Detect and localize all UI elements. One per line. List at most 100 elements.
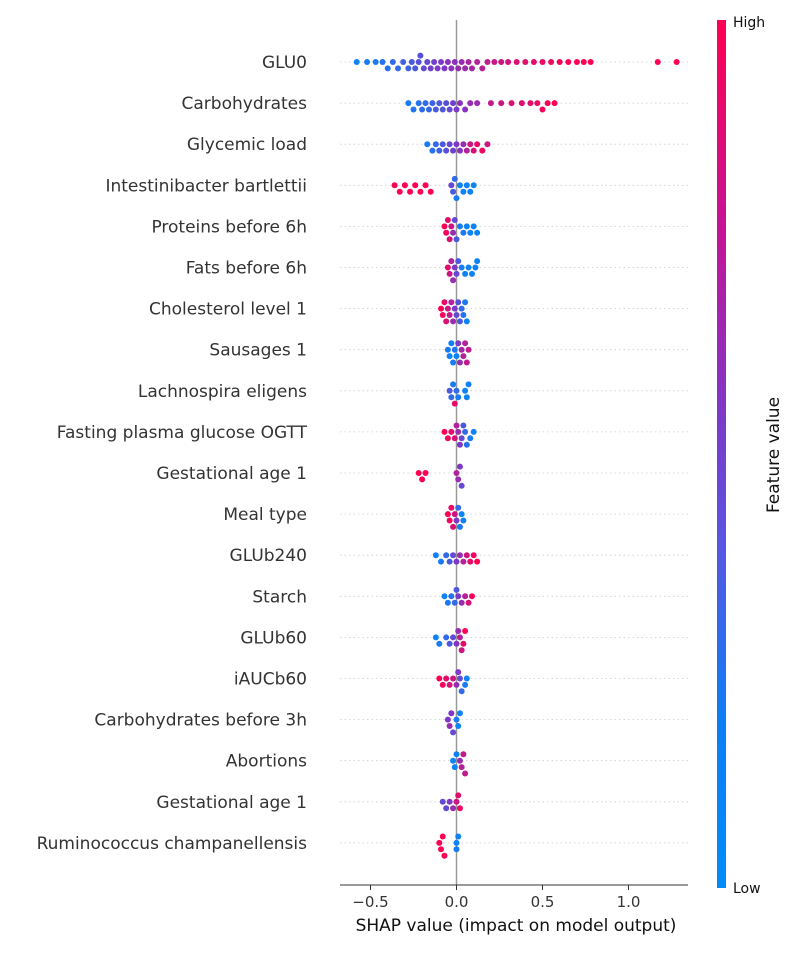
shap-point <box>443 805 450 812</box>
feature-label: Glycemic load <box>187 135 307 155</box>
shap-point <box>451 217 458 223</box>
shap-point <box>407 188 414 195</box>
shap-point <box>432 106 439 113</box>
shap-point <box>467 229 474 236</box>
shap-point <box>462 428 469 435</box>
shap-point <box>460 353 467 360</box>
shap-point <box>453 236 460 243</box>
shap-point <box>439 681 446 688</box>
shap-point <box>450 188 457 195</box>
shap-point <box>456 634 463 641</box>
shap-point <box>446 517 453 524</box>
shap-point <box>410 106 417 113</box>
shap-point <box>453 353 460 360</box>
shap-point <box>465 264 472 271</box>
shap-point <box>448 710 455 717</box>
shap-point <box>443 552 450 559</box>
shap-point <box>432 141 439 148</box>
shap-point <box>456 463 463 470</box>
shap-point <box>395 65 402 72</box>
shap-point <box>425 106 432 113</box>
shap-point <box>458 264 465 271</box>
shap-point <box>455 428 462 435</box>
colorbar-high-label: High <box>733 15 765 31</box>
shap-point <box>565 59 572 65</box>
feature-label: Starch <box>252 587 307 607</box>
shap-point <box>448 428 455 435</box>
shap-point <box>455 258 462 265</box>
shap-point <box>431 59 438 65</box>
shap-point <box>462 299 469 306</box>
shap-point <box>432 634 439 641</box>
shap-point <box>455 593 462 600</box>
shap-point <box>439 141 446 148</box>
feature-label: Proteins before 6h <box>151 217 307 237</box>
shap-point <box>456 100 463 107</box>
shap-point <box>446 312 453 318</box>
shap-point <box>364 59 371 65</box>
feature-label: Ruminococcus champanellensis <box>37 834 308 854</box>
shap-point <box>455 504 462 511</box>
shap-point <box>580 59 587 65</box>
shap-point <box>443 318 450 325</box>
feature-label: Fats before 6h <box>186 259 307 279</box>
shap-point <box>474 258 481 265</box>
shap-point <box>455 476 462 483</box>
shap-point <box>450 757 457 764</box>
feature-label: Intestinibacter bartlettii <box>105 176 307 196</box>
shap-point <box>463 441 470 448</box>
shap-point <box>379 59 386 65</box>
shap-point <box>446 723 453 729</box>
x-tick-label: 0.5 <box>531 893 555 911</box>
x-tick-label: −0.5 <box>352 893 388 911</box>
shap-point <box>372 59 379 65</box>
shap-point <box>451 59 458 65</box>
feature-label: Abortions <box>226 752 307 772</box>
shap-point <box>450 634 457 641</box>
shap-point <box>460 141 467 148</box>
shap-point <box>405 65 412 72</box>
shap-point <box>458 688 465 695</box>
shap-point <box>455 833 462 840</box>
shap-point <box>391 182 398 189</box>
shap-point <box>548 59 555 65</box>
shap-point <box>522 59 529 65</box>
shap-point <box>474 141 481 148</box>
x-tick-label: 1.0 <box>617 893 641 911</box>
shap-point <box>551 100 558 107</box>
shap-point <box>450 359 457 366</box>
shap-point <box>455 340 462 347</box>
shap-point <box>456 675 463 682</box>
shap-point <box>460 640 467 647</box>
shap-point <box>470 552 477 559</box>
shap-point <box>412 65 419 72</box>
shap-point <box>415 470 422 476</box>
shap-point <box>455 669 462 676</box>
shap-point <box>438 558 445 565</box>
shap-point <box>438 846 445 853</box>
shap-point <box>453 798 460 805</box>
x-axis-title: SHAP value (impact on model output) <box>356 916 677 936</box>
shap-point <box>654 59 661 65</box>
feature-label: Fasting plasma glucose OGTT <box>57 423 308 443</box>
shap-point <box>432 552 439 559</box>
shap-point <box>456 318 463 325</box>
shap-point <box>453 716 460 723</box>
shap-point <box>448 504 455 511</box>
shap-point <box>462 106 469 113</box>
shap-point <box>573 59 580 65</box>
feature-label: Carbohydrates <box>182 94 308 114</box>
shap-point <box>458 305 465 312</box>
shap-point <box>455 299 462 306</box>
shap-point <box>439 833 446 840</box>
colorbar-title: Feature value <box>764 397 784 513</box>
shap-point <box>453 312 460 318</box>
shap-point <box>453 270 460 277</box>
shap-point <box>439 798 446 805</box>
shap-point <box>450 318 457 325</box>
shap-point <box>446 558 453 565</box>
shap-point <box>451 264 458 271</box>
shap-point <box>448 258 455 265</box>
shap-point <box>460 517 467 524</box>
shap-point <box>451 511 458 518</box>
